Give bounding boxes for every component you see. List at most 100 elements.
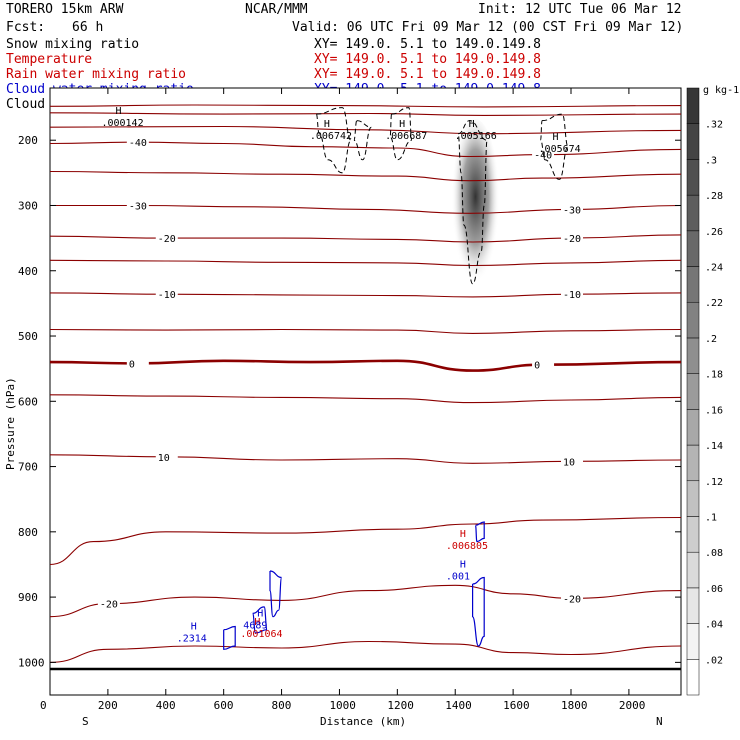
isotherm-label: -40 <box>534 151 552 162</box>
max-value: .2314 <box>177 634 207 645</box>
colorbar-tick-label: .06 <box>705 584 723 595</box>
max-value: .005166 <box>455 131 497 142</box>
isotherm-label: -30 <box>129 201 147 212</box>
isotherm-label: -20 <box>100 600 118 611</box>
isotherm-line <box>49 394 682 404</box>
y-tick-label: 300 <box>18 199 38 212</box>
colorbar-tick-label: .2 <box>705 334 717 345</box>
isotherm-line <box>49 640 682 663</box>
max-marker: H <box>399 119 405 130</box>
max-marker: H <box>257 608 263 619</box>
legend-label: Snow mixing ratio <box>6 37 139 52</box>
y-tick-label: 900 <box>18 591 38 604</box>
isotherm-label-bg <box>155 232 178 245</box>
isotherm-label: -30 <box>563 205 581 216</box>
colorbar-cell <box>686 516 700 553</box>
max-marker: H <box>460 560 466 571</box>
colorbar-cell <box>686 123 700 160</box>
cloud-water-contour <box>269 570 283 618</box>
colorbar-unit: g kg-1 <box>703 85 739 96</box>
colorbar-cell <box>686 409 700 446</box>
max-marker: H <box>460 529 466 540</box>
colorbar-tick-label: .22 <box>705 298 723 309</box>
ice-shading <box>451 119 500 292</box>
isotherm-label-bg <box>126 199 149 212</box>
max-value: .000142 <box>101 118 143 129</box>
cloud-water-contour <box>474 521 485 543</box>
north-label: N <box>656 715 663 728</box>
colorbar-cell <box>686 230 700 267</box>
x-tick-label: 1000 <box>329 699 356 712</box>
max-marker: H <box>191 622 197 633</box>
y-tick-label: 400 <box>18 265 38 278</box>
isotherm-label: 0 <box>129 359 135 370</box>
isotherm-label-bg <box>126 136 149 149</box>
colorbar-cell <box>686 444 700 482</box>
colorbar-cell <box>686 373 700 410</box>
init-time: Init: 12 UTC Tue 06 Mar 12 <box>478 2 682 17</box>
axes: 0 200 400 600 800 1000 1200 1400 1600 1800 2000200… <box>18 88 681 712</box>
snow-contours <box>315 107 569 285</box>
snow-contour <box>353 120 372 161</box>
isotherm-label-bg <box>126 357 149 370</box>
colorbar-tick-label: .14 <box>705 441 723 452</box>
max-marker: H <box>469 119 475 130</box>
legend-label: Temperature <box>6 52 92 67</box>
isotherm-line <box>49 104 682 108</box>
max-value: 4689 <box>243 620 267 631</box>
isotherm-line <box>49 170 682 182</box>
colorbar-tick-label: .08 <box>705 548 723 559</box>
valid-time: Valid: 06 UTC Fri 09 Mar 12 (00 CST Fri … <box>292 20 683 35</box>
x-tick-label: 400 <box>156 699 176 712</box>
cloud-water-contour <box>252 606 268 634</box>
legend-xy: XY= 149.0. 5.1 to 149.0.149.8 <box>314 37 541 52</box>
max-marker: H <box>254 617 260 628</box>
colorbar-cell <box>686 587 700 624</box>
isotherm-label-bg <box>561 288 584 301</box>
legend-xy: XY= 149.0. 5.1 to 149.0.149.8 <box>314 67 541 82</box>
colorbar-tick-label: .28 <box>705 191 723 202</box>
isotherm-label: -20 <box>563 594 581 605</box>
isotherm-label: -20 <box>158 234 176 245</box>
south-label: S <box>82 715 89 728</box>
isotherm-line <box>49 328 682 334</box>
max-marker: H <box>115 106 121 117</box>
y-tick-label: 200 <box>18 134 38 147</box>
colorbar-tick-label: .18 <box>705 370 723 381</box>
y-tick-label: 800 <box>18 526 38 539</box>
max-value: .006742 <box>310 131 352 142</box>
x-tick-label: 800 <box>272 699 292 712</box>
colorbar-cell <box>686 337 700 374</box>
snow-contour <box>389 107 413 161</box>
legend-xy: XY= 149.0. 5.1 to 149.0.149.8 <box>314 52 541 67</box>
colorbar-cell <box>686 159 700 196</box>
colorbar-cell <box>686 551 700 589</box>
isotherm-label-bg <box>561 232 584 245</box>
x-tick-label: 1200 <box>387 699 414 712</box>
isotherm-label-bg <box>532 358 555 371</box>
x-tick-label: 2000 <box>619 699 646 712</box>
cloud-water-contour <box>472 576 485 647</box>
isotherm-label-bg <box>561 203 584 216</box>
snow-contour <box>540 113 569 180</box>
max-marker: H <box>324 119 330 130</box>
plot-frame <box>49 87 682 696</box>
isotherm-line <box>49 516 682 566</box>
org-title: NCAR/MMM <box>245 2 308 17</box>
isotherm-line <box>49 259 682 267</box>
colorbar-cell <box>686 194 700 232</box>
colorbar: g kg-1 .02 .04 .06 .08 .1 .12 .14 .16 .18 .2 .22 .24… <box>686 85 739 696</box>
isotherm-label-bg <box>561 592 584 605</box>
y-tick-label: 600 <box>18 395 38 408</box>
y-tick-label: 700 <box>18 461 38 474</box>
colorbar-tick-label: .12 <box>705 477 723 488</box>
colorbar-tick-label: .1 <box>705 512 717 523</box>
x-tick-label: 200 <box>98 699 118 712</box>
colorbar-cell <box>686 480 700 517</box>
cloud-water-contour <box>223 625 236 650</box>
isotherm-label-bg <box>155 288 178 301</box>
max-value: .006687 <box>385 131 427 142</box>
isotherm-label: -10 <box>563 290 581 301</box>
